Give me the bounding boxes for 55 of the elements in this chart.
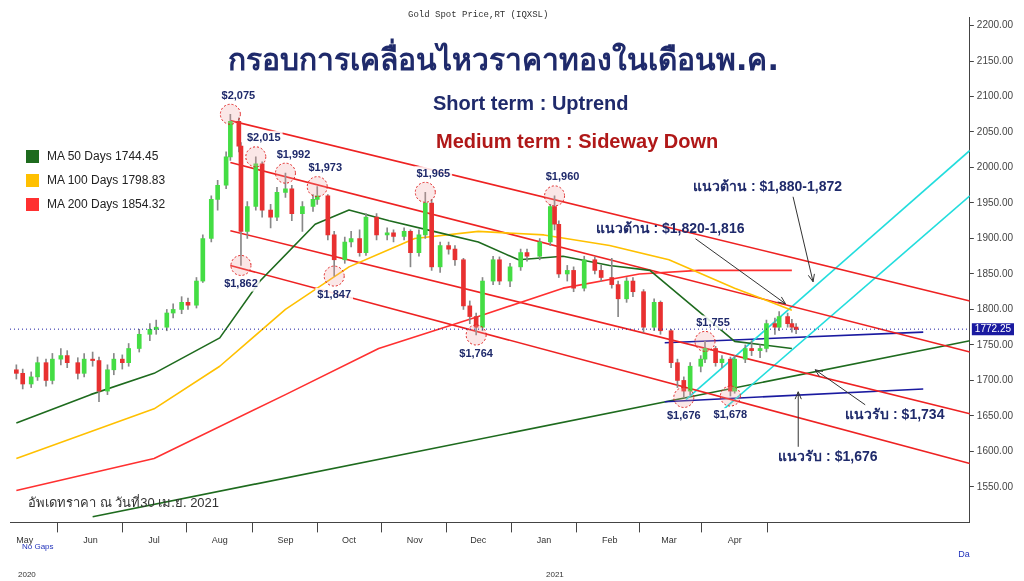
- annotation: $1,960: [545, 170, 580, 183]
- x-tick-label: Sep: [277, 535, 294, 546]
- text: 2021: [546, 570, 564, 579]
- x-tick-label: Nov: [406, 535, 424, 546]
- x-tick-label: Jul: [148, 535, 160, 546]
- x-axis-title: Da: [958, 549, 970, 560]
- x-tick-label: Feb: [601, 535, 618, 546]
- y-tick-label: 1950.00: [976, 196, 1014, 208]
- annotation: Short term : Uptrend: [433, 92, 629, 115]
- y-tick-label: 1600.00: [976, 445, 1014, 457]
- annotation: $2,075: [221, 88, 256, 101]
- x-tick-label: Jan: [536, 535, 552, 546]
- legend-label: MA 100 Days 1798.83: [47, 173, 166, 187]
- candlestick: [384, 227, 390, 241]
- y-tick-label: 1550.00: [976, 480, 1014, 492]
- y-tick-label: 2000.00: [976, 161, 1014, 173]
- x-tick-label: Dec: [470, 535, 487, 546]
- annotation: $2,015: [246, 131, 281, 144]
- annotation: $1,678: [713, 407, 748, 420]
- y-tick-label: 1750.00: [976, 338, 1014, 350]
- ref-line-label: 1772.25: [974, 322, 1012, 334]
- annotation: แนวต้าน : $1,820-1,816: [595, 219, 745, 236]
- legend-label: MA 50 Days 1744.45: [47, 149, 159, 163]
- text: กรอบการเคลื่อนไหวราคาทองในเดือนพ.ค.: [228, 37, 779, 79]
- x-tick-label: Jun: [83, 535, 98, 546]
- x-tick-label: May: [16, 535, 34, 546]
- y-tick-label: 2150.00: [976, 54, 1014, 66]
- y-tick-label: 1850.00: [976, 267, 1014, 279]
- x-tick-label: Aug: [211, 535, 228, 546]
- annotation: $1,992: [276, 147, 311, 160]
- annotation: $1,676: [666, 409, 701, 421]
- text: 2020: [18, 570, 36, 579]
- annotation: $1,847: [317, 287, 352, 300]
- y-tick-label: 2100.00: [976, 90, 1014, 102]
- annotation: $1,862: [224, 276, 258, 289]
- x-tick-label: Apr: [727, 535, 742, 546]
- annotation: $1,755: [696, 315, 730, 328]
- y-tick-label: 1700.00: [976, 374, 1014, 386]
- y-tick-label: 1900.00: [976, 232, 1014, 244]
- annotation: แนวต้าน : $1,880-1,872: [693, 177, 843, 194]
- annotation: Medium term : Sideway Down: [436, 130, 719, 153]
- chart-subtitle: Gold Spot Price,RT (IQXSL): [408, 10, 549, 20]
- annotation: แนวรับ : $1,734: [845, 405, 945, 422]
- legend-label: MA 200 Days 1854.32: [47, 197, 166, 211]
- y-tick-label: 1800.00: [976, 303, 1014, 315]
- y-tick-label: 2050.00: [976, 125, 1014, 137]
- candlestick: [757, 344, 763, 359]
- y-tick-label: 1650.00: [976, 409, 1014, 421]
- x-tick-label: Mar: [661, 535, 677, 546]
- annotation: $1,973: [308, 161, 343, 174]
- annotation: แนวรับ : $1,676: [778, 447, 878, 464]
- annotation: $1,764: [459, 346, 494, 359]
- y-tick-label: 2200.00: [976, 19, 1014, 31]
- annotation: $1,965: [416, 166, 451, 179]
- x-tick-label: Oct: [342, 535, 357, 546]
